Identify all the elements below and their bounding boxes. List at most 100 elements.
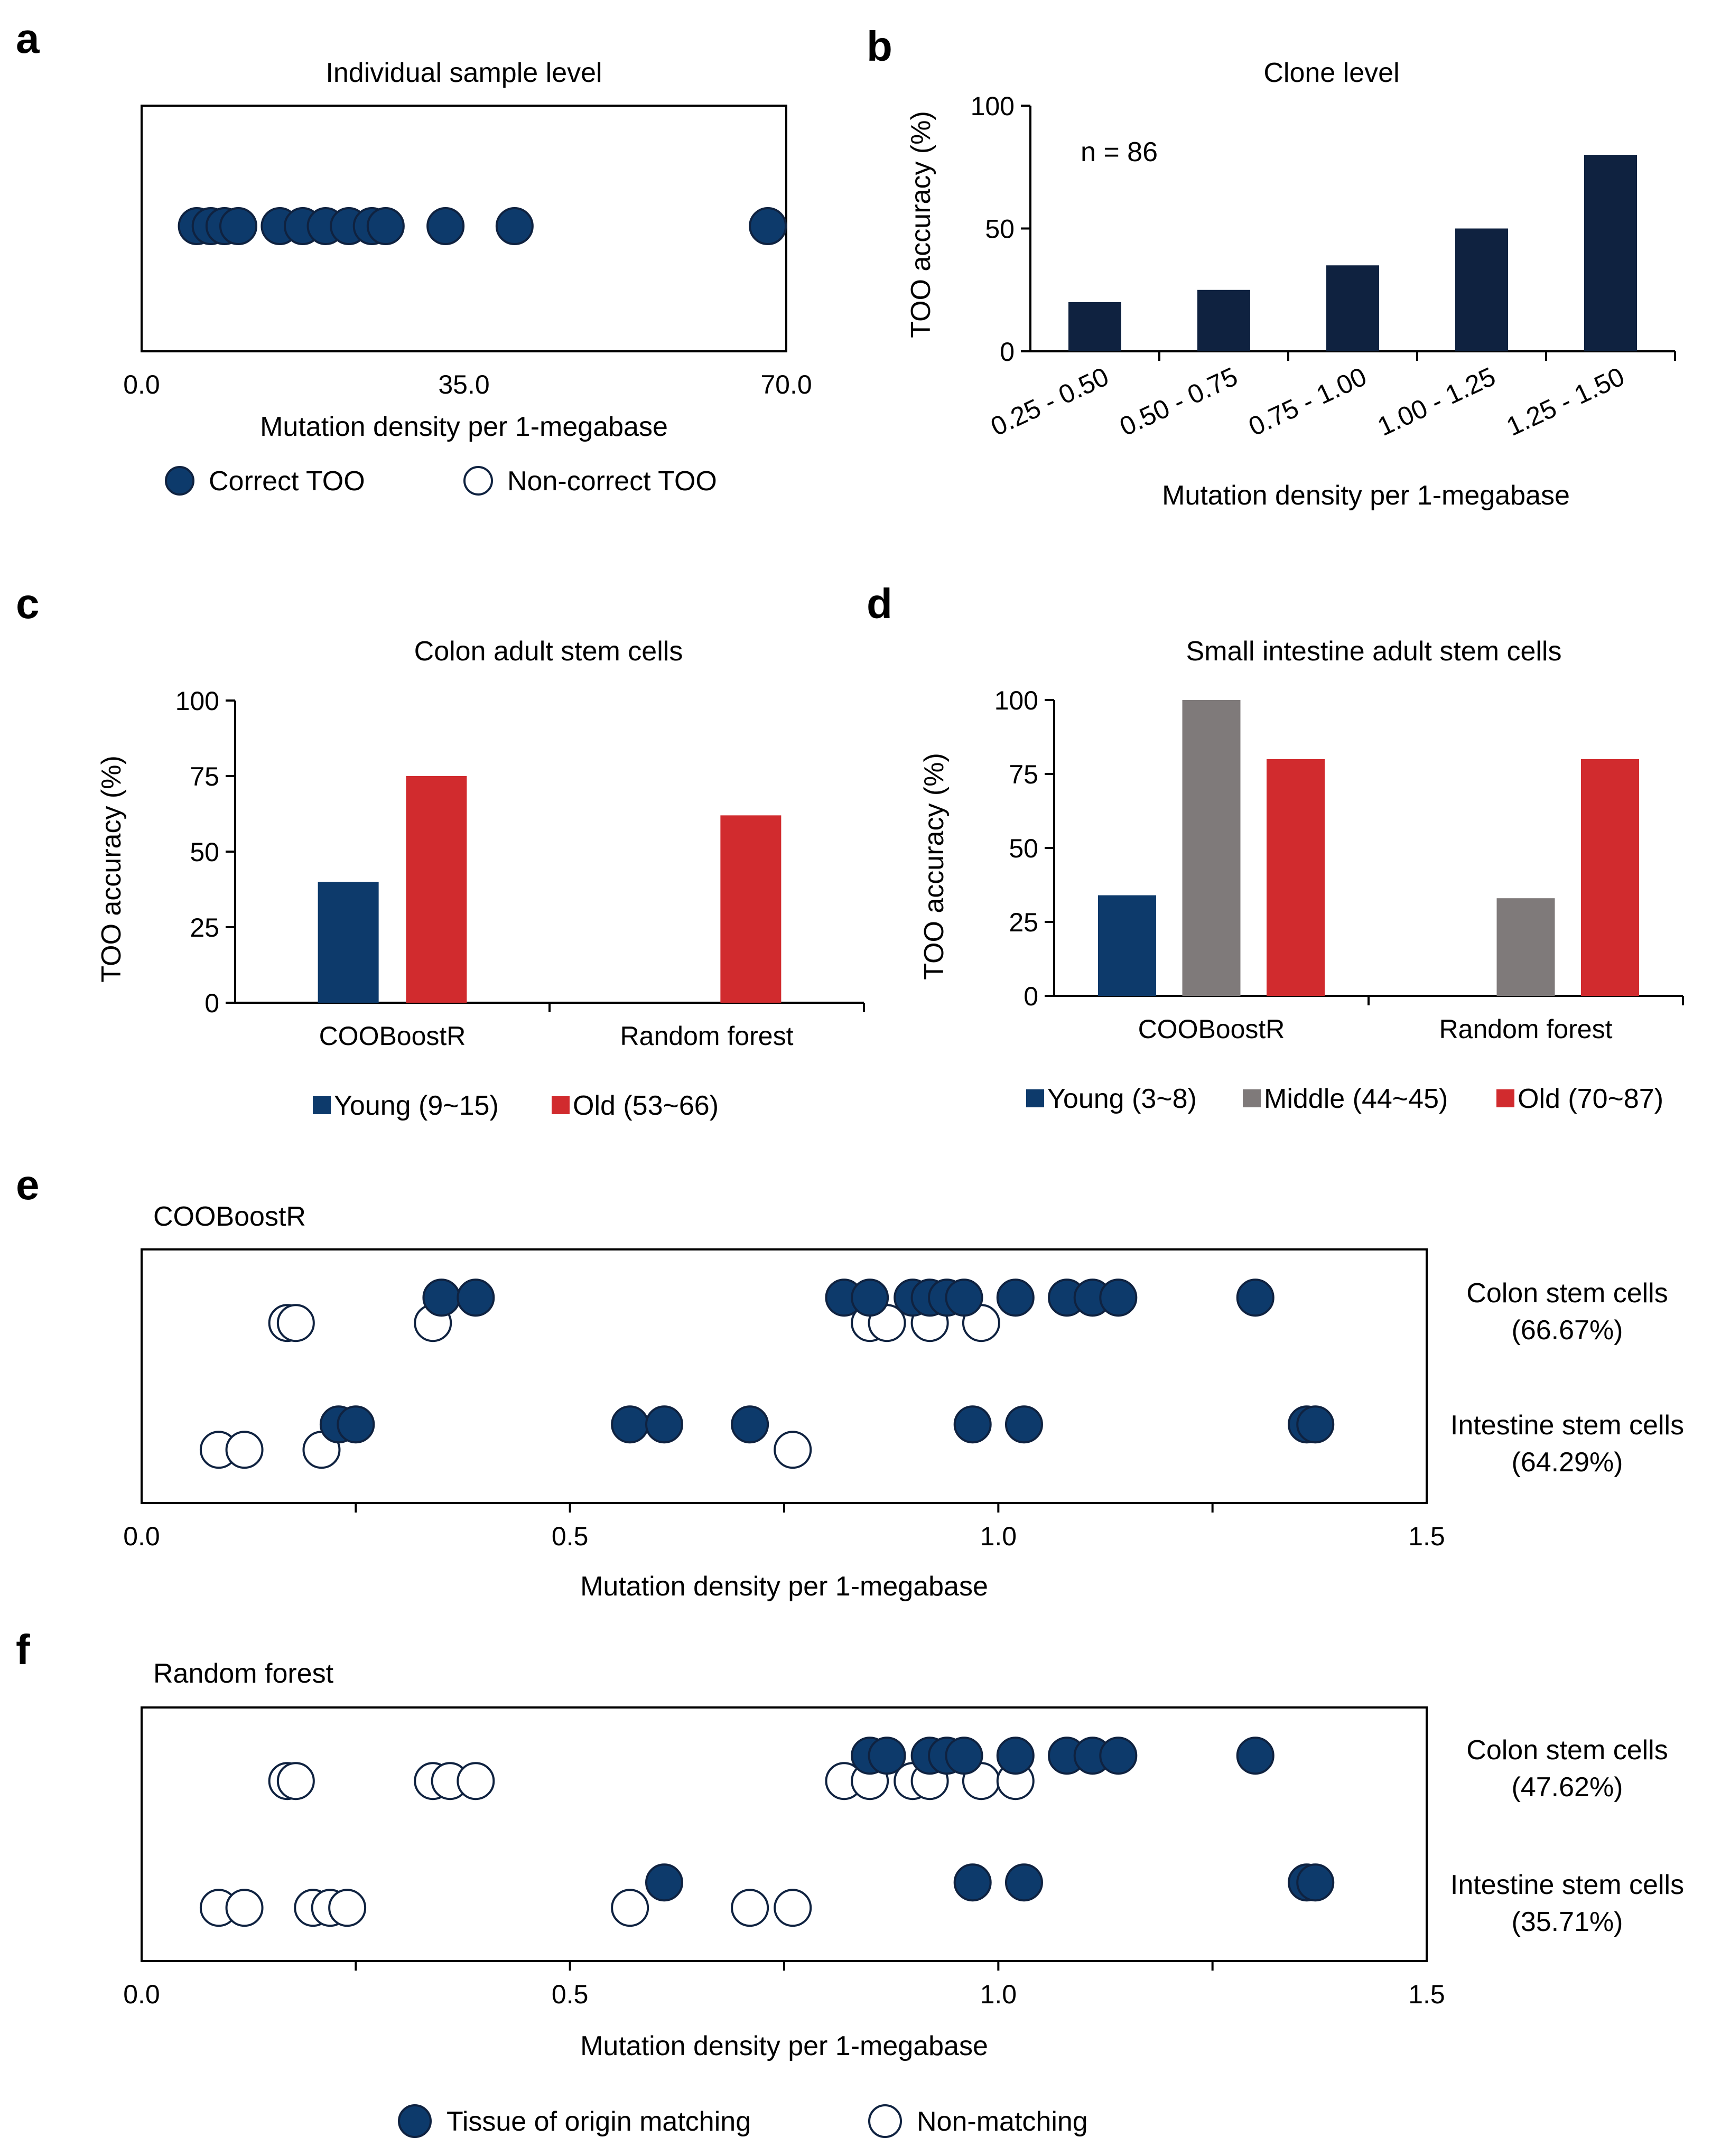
- panel-c-legend-young-swatch: [313, 1096, 331, 1114]
- panel-a-legend-correct-label: Correct TOO: [209, 466, 365, 497]
- panel-e-g1-match-5: [953, 1405, 992, 1444]
- panel-b-ytick-2: 100: [971, 91, 1015, 121]
- panel-f-xtick-0: 0.0: [123, 1980, 160, 2009]
- panel-d-ytick-3: 75: [1009, 760, 1038, 789]
- panel-f-g1-match-4: [1296, 1863, 1335, 1902]
- panel-b-bar-0: [1068, 302, 1121, 351]
- panel-e-g0-match-12: [1236, 1278, 1275, 1317]
- panel-c-title: Colon adult stem cells: [414, 636, 683, 667]
- panel-c-xtick-1: Random forest: [620, 1021, 794, 1051]
- panel-f-title: Random forest: [153, 1658, 334, 1689]
- panel-a-point-12: [749, 207, 787, 245]
- panel-d-legend-middle-swatch: [1243, 1089, 1261, 1107]
- panel-e-xtick-3: 1.5: [1408, 1522, 1445, 1551]
- panel-d-bar-1-1: [1496, 898, 1555, 996]
- panel-label-f: f: [16, 1626, 30, 1673]
- panel-b-bar-2: [1326, 265, 1379, 351]
- panel-label-e: e: [16, 1161, 40, 1208]
- panel-a-marks: [178, 207, 787, 245]
- panel-b-bar-1: [1197, 290, 1250, 351]
- panel-b-xtick-1: 0.50 - 0.75: [1115, 361, 1242, 442]
- panel-f-group-1-label: Intestine stem cells: [1450, 1870, 1684, 1900]
- panel-e-g1-match-3: [645, 1405, 684, 1444]
- panel-f-legend-match-label: Tissue of origin matching: [446, 2106, 751, 2137]
- panel-f-legend-nonmatch-marker: [868, 2104, 902, 2138]
- panel-f-marks: 0.0 0.5 1.0 1.5: [123, 1737, 1445, 2009]
- panel-e-g0-match-3: [851, 1278, 889, 1317]
- panel-c-bar-0-1: [406, 776, 467, 1003]
- panel-d-ytick-1: 25: [1009, 908, 1038, 937]
- panel-f-g1-match-0: [645, 1863, 684, 1902]
- panel-d-bar-1-2: [1581, 759, 1639, 996]
- panel-d-ytick-4: 100: [994, 686, 1038, 715]
- panel-c-ytick-1: 25: [190, 913, 219, 942]
- panel-f-g1-nonmatch-4: [328, 1889, 367, 1927]
- panel-d-ylabel: TOO accuracy (%): [919, 753, 950, 980]
- panel-f-xlabel: Mutation density per 1-megabase: [580, 2031, 988, 2061]
- panel-e-group-1-pct: (64.29%): [1512, 1447, 1623, 1478]
- panel-d-title: Small intestine adult stem cells: [1186, 636, 1562, 667]
- panel-a-xtick-1: 35.0: [438, 370, 489, 399]
- panel-a-xtick-2: 70.0: [760, 370, 812, 399]
- panel-c-ytick-3: 75: [190, 762, 219, 791]
- panel-d-ytick-0: 0: [1024, 982, 1038, 1011]
- panel-b-xtick-2: 0.75 - 1.00: [1244, 361, 1371, 442]
- panel-f-group-1-pct: (35.71%): [1512, 1907, 1623, 1937]
- panel-f-group-0-pct: (47.62%): [1512, 1772, 1623, 1803]
- panel-f-g1-match-1: [953, 1863, 992, 1902]
- panel-c-xtick-0: COOBoostR: [319, 1021, 466, 1051]
- panel-f-legend-match-marker: [398, 2104, 432, 2138]
- panel-e-group-0-label: Colon stem cells: [1466, 1278, 1668, 1309]
- panel-e-g0-nonmatch-1: [276, 1304, 315, 1342]
- panel-f-g0-match-8: [1099, 1737, 1138, 1775]
- panel-e-xlabel: Mutation density per 1-megabase: [580, 1571, 988, 1602]
- panel-a-point-11: [495, 207, 534, 245]
- panel-b-bar-4: [1584, 155, 1637, 351]
- panel-c-legend-old-swatch: [552, 1096, 570, 1114]
- panel-a-title: Individual sample level: [325, 58, 602, 88]
- panel-f-group-0-label: Colon stem cells: [1466, 1735, 1668, 1766]
- panel-b-xtick-4: 1.25 - 1.50: [1502, 361, 1629, 442]
- panel-e-g0-match-7: [945, 1278, 983, 1317]
- panel-d-bar-0-1: [1182, 700, 1241, 996]
- panel-b-bar-3: [1455, 228, 1508, 351]
- panel-a-point-3: [219, 207, 257, 245]
- panel-label-c: c: [16, 580, 40, 627]
- panel-e-title: COOBoostR: [153, 1201, 306, 1232]
- panel-e-xtick-1: 0.5: [552, 1522, 589, 1551]
- panel-a-legend-correct-marker: [165, 466, 194, 496]
- panel-e-g0-match-1: [457, 1278, 495, 1317]
- panel-c-ytick-2: 50: [190, 837, 219, 867]
- panel-f-g1-nonmatch-7: [774, 1889, 812, 1927]
- panel-c-legend-young-label: Young (9~15): [334, 1090, 499, 1121]
- panel-d-legend-middle-label: Middle (44~45): [1264, 1084, 1448, 1114]
- panel-f-g0-match-1: [868, 1737, 906, 1775]
- panel-f-g1-nonmatch-1: [225, 1889, 264, 1927]
- panel-f-xtick-2: 1.0: [980, 1980, 1017, 2009]
- panel-d-legend-old-label: Old (70~87): [1518, 1084, 1663, 1114]
- panel-c-ylabel: TOO accuracy (%): [96, 755, 127, 983]
- panel-b-ytick-0: 0: [1000, 337, 1015, 367]
- panel-d-marks: 0 25 50 75 100 COOBoostR Random forest: [994, 686, 1684, 1044]
- panel-d-bar-0-0: [1098, 895, 1156, 996]
- panel-c-ytick-4: 100: [175, 686, 219, 716]
- panel-d-legend-young-label: Young (3~8): [1047, 1084, 1197, 1114]
- panel-c-marks: 0 25 50 75 100 COOBoostR Random forest: [175, 686, 865, 1051]
- panel-label-d: d: [867, 580, 892, 627]
- panel-a-xtick-0: 0.0: [123, 370, 160, 399]
- panel-label-b: b: [867, 23, 892, 70]
- panel-e-xtick-2: 1.0: [980, 1522, 1017, 1551]
- panel-d-xtick-0: COOBoostR: [1138, 1014, 1285, 1044]
- panel-a-point-9: [366, 207, 405, 245]
- panel-d-xtick-1: Random forest: [1439, 1014, 1613, 1044]
- panel-e-g1-match-6: [1004, 1405, 1043, 1444]
- panel-b-ytick-1: 50: [985, 214, 1015, 244]
- panel-b-title: Clone level: [1263, 58, 1399, 88]
- panel-a-point-10: [426, 207, 465, 245]
- panel-c-legend-old-label: Old (53~66): [573, 1090, 719, 1121]
- panel-f-g0-match-4: [945, 1737, 983, 1775]
- panel-e-g1-nonmatch-3: [774, 1431, 812, 1469]
- panel-a-legend-noncorrect-marker: [463, 466, 493, 496]
